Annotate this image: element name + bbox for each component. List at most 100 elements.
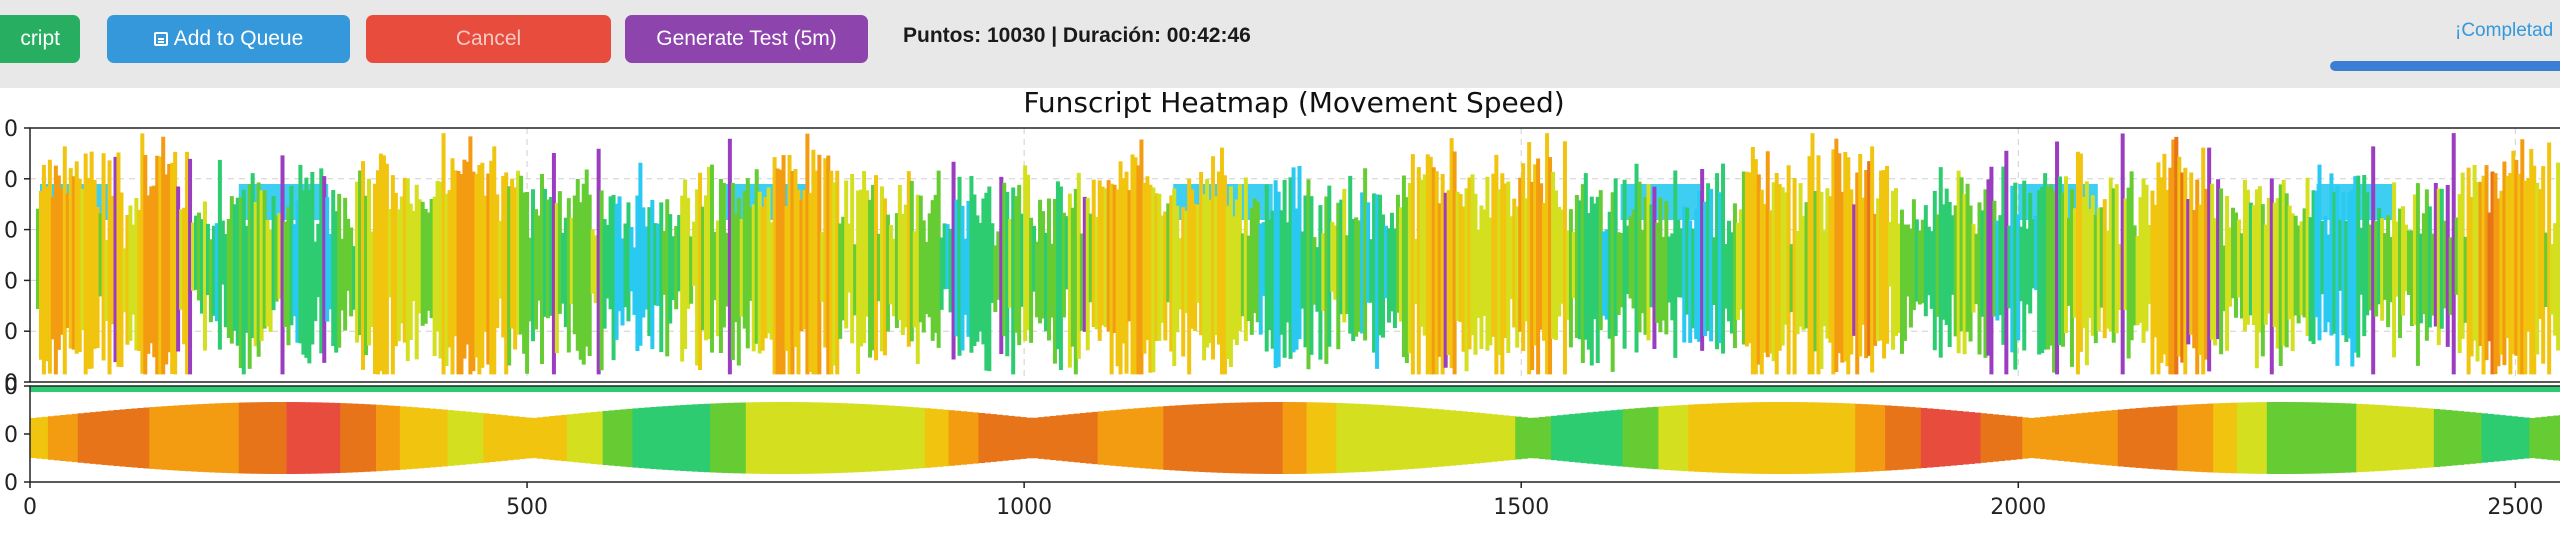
cancel-button[interactable]: Cancel xyxy=(366,15,611,63)
heatmap-cell xyxy=(65,414,73,462)
heatmap-cell xyxy=(554,415,562,461)
heatmap-cell xyxy=(1515,416,1522,460)
heatmap-cell xyxy=(1044,416,1051,460)
heatmap-cell xyxy=(179,405,186,471)
y-tick-label: 0 xyxy=(4,471,18,496)
heatmap-cell xyxy=(1873,404,1880,472)
heatmap-cell xyxy=(405,406,413,470)
heatmap-cell xyxy=(1694,404,1701,472)
heatmap-cell xyxy=(197,404,204,472)
heatmap-cell xyxy=(709,403,717,473)
heatmap-cell xyxy=(1491,414,1498,462)
heatmap-cell xyxy=(2278,402,2286,474)
heatmap-cell xyxy=(799,402,806,474)
heatmap-cell xyxy=(191,404,198,472)
heatmap-cell xyxy=(2189,404,2196,472)
heatmap-cell xyxy=(2338,403,2345,473)
heatmap-cell xyxy=(626,408,633,468)
heatmap-cell xyxy=(2415,407,2423,469)
heatmap-cell xyxy=(1187,404,1194,472)
heatmap-cell xyxy=(542,416,550,460)
heatmap-cell xyxy=(1837,403,1844,473)
heatmap-cell xyxy=(1431,408,1439,468)
heatmap-cell xyxy=(286,402,293,474)
generate-test-button[interactable]: Generate Test (5m) xyxy=(625,15,868,63)
heatmap-cell xyxy=(1551,415,1558,461)
heatmap-cell xyxy=(2111,410,2119,466)
heatmap-cell xyxy=(1652,406,1659,470)
heatmap-cell xyxy=(787,402,794,474)
heatmap-cell xyxy=(2451,410,2459,466)
y-tick-label: 0 xyxy=(4,375,18,400)
heatmap-cell xyxy=(2135,408,2143,468)
funscript-heatmap-chart: Funscript Heatmap (Movement Speed) 0 500 1… xyxy=(4,88,2560,520)
heatmap-cell xyxy=(2147,407,2154,469)
heatmap-cell xyxy=(1133,408,1140,468)
heatmap-cell xyxy=(2010,416,2017,460)
heatmap-cell xyxy=(1646,407,1653,469)
heatmap-cell xyxy=(1246,402,1254,474)
heatmap-cell xyxy=(996,414,1003,462)
heatmap-cell xyxy=(35,417,43,459)
heatmap-cell xyxy=(1735,402,1743,474)
heatmap-cell xyxy=(375,404,383,472)
heatmap-cell xyxy=(1330,402,1337,474)
heatmap-cell xyxy=(644,407,651,469)
heatmap-cell xyxy=(1592,411,1600,465)
heatmap-cell xyxy=(1485,413,1492,463)
heatmap-cell xyxy=(483,413,490,463)
heatmap-cell xyxy=(2296,402,2304,474)
heatmap-cell xyxy=(2463,411,2471,465)
heatmap-cell xyxy=(411,407,419,469)
heatmap-cell xyxy=(387,405,395,471)
heatmap-cell xyxy=(2219,403,2226,473)
heatmap-cell xyxy=(2260,402,2268,474)
heatmap-cell xyxy=(805,402,812,474)
heatmap-cell xyxy=(1228,402,1236,474)
heatmap-cell xyxy=(334,402,341,474)
heatmap-cell xyxy=(2046,416,2053,460)
heatmap-cell xyxy=(2374,404,2381,472)
heatmap-cell xyxy=(2213,403,2220,473)
export-funscript-button[interactable]: cript xyxy=(0,15,80,63)
test-button-label: Generate Test (5m) xyxy=(656,27,837,50)
heatmap-cell xyxy=(894,406,902,470)
top-plot-frame xyxy=(29,127,2560,383)
heatmap-cell xyxy=(2081,412,2089,464)
heatmap-cell xyxy=(751,402,759,474)
heatmap-cell xyxy=(2284,402,2292,474)
heatmap-cell xyxy=(1920,407,1928,469)
heatmap-cell xyxy=(1473,412,1480,464)
heatmap-cell xyxy=(1288,402,1296,474)
heatmap-cell xyxy=(1008,415,1015,461)
heatmap-cell xyxy=(2123,409,2131,467)
heatmap-cell xyxy=(417,407,425,469)
heatmap-cell xyxy=(1879,405,1886,471)
heatmap-cell xyxy=(161,406,168,470)
x-tick-label: 500 xyxy=(506,495,548,520)
heatmap-cell xyxy=(948,410,956,466)
heatmap-cell xyxy=(1795,402,1803,474)
heatmap-cell xyxy=(2392,405,2399,471)
heatmap-cell xyxy=(220,403,228,473)
heatmap-cell xyxy=(1079,413,1087,463)
heatmap-cell xyxy=(1270,402,1278,474)
heatmap-cell xyxy=(423,408,431,468)
heatmap-cell xyxy=(1324,402,1331,474)
heatmap-cell xyxy=(2457,411,2465,465)
heatmap-cell xyxy=(865,404,872,472)
heatmap-cell xyxy=(292,402,299,474)
heatmap-cell xyxy=(823,402,830,474)
heatmap-cell xyxy=(1902,406,1910,470)
heatmap-cell xyxy=(1240,402,1248,474)
heatmap-cell xyxy=(2201,403,2208,473)
add-to-queue-button[interactable]: Add to Queue xyxy=(107,15,350,63)
toolbar: cript Add to Queue Cancel Generate Test … xyxy=(0,0,2560,88)
heatmap-cell xyxy=(167,405,174,471)
heatmap-cell xyxy=(393,405,401,471)
heatmap-cell xyxy=(1616,409,1624,467)
queue-button-label: Add to Queue xyxy=(173,27,304,50)
heatmap-cell xyxy=(990,414,997,462)
heatmap-cell xyxy=(2016,416,2023,460)
heatmap-cell xyxy=(1372,404,1379,472)
